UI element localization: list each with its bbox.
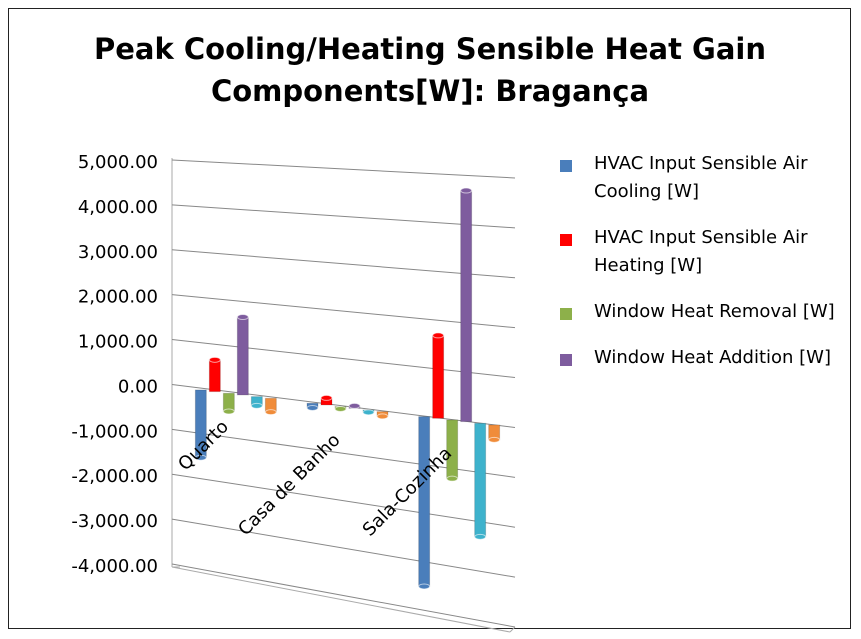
bar (474, 422, 487, 538)
bar-cap (362, 409, 375, 416)
bar-cap (432, 332, 445, 339)
bar-cap (306, 404, 319, 411)
grid-line (171, 518, 516, 578)
y-tick-label: 0.00 (118, 376, 158, 397)
legend-swatch (560, 354, 572, 366)
legend-label: HVAC Input Sensible Air Cooling [W] (594, 153, 808, 202)
bar (208, 359, 221, 393)
bar-cap (334, 405, 347, 412)
bar-cap (250, 402, 263, 409)
y-tick-label: 2,000.00 (78, 287, 158, 308)
bar (236, 316, 249, 396)
bar (432, 334, 445, 419)
chart-frame (8, 8, 851, 629)
legend-item: Window Heat Addition [W] (560, 344, 850, 372)
bar (460, 190, 473, 423)
legend: HVAC Input Sensible Air Cooling [W] HVAC … (560, 150, 850, 390)
y-tick-label: -2,000.00 (71, 466, 158, 487)
floor-edge (509, 626, 516, 633)
legend-label: HVAC Input Sensible Air Heating [W] (594, 227, 808, 276)
grid-line (171, 383, 516, 428)
y-tick-label: 1,000.00 (78, 332, 158, 353)
grid-line (171, 249, 516, 279)
y-tick-label: -4,000.00 (71, 556, 158, 577)
y-tick-label: -3,000.00 (71, 511, 158, 532)
bar-cap (474, 533, 487, 540)
bar-cap (320, 394, 333, 401)
legend-swatch (560, 160, 572, 172)
y-tick-label: 5,000.00 (78, 152, 158, 173)
bar (418, 416, 431, 587)
legend-swatch (560, 308, 572, 320)
legend-label: Window Heat Addition [W] (594, 347, 832, 368)
bar-cap (208, 356, 221, 363)
bar-cap (194, 454, 207, 461)
y-tick-label: -1,000.00 (71, 421, 158, 442)
bar-cap (348, 402, 361, 409)
grid-line (171, 473, 516, 528)
bar-cap (236, 314, 249, 321)
bar-cap (488, 436, 501, 443)
legend-item: HVAC Input Sensible Air Heating [W] (560, 224, 850, 280)
bar-cap (446, 475, 459, 482)
grid-line (171, 294, 516, 329)
bar-cap (418, 583, 431, 590)
y-tick-label: 4,000.00 (78, 197, 158, 218)
bar (446, 419, 459, 480)
bar-cap (222, 408, 235, 415)
grid-line (171, 563, 516, 628)
floor-edge (171, 566, 511, 633)
chart-title: Peak Cooling/Heating Sensible Heat Gain … (94, 32, 766, 108)
grid-line (171, 204, 516, 229)
bar-cap (460, 187, 473, 194)
bar-cap (264, 409, 277, 416)
grid-line (171, 159, 516, 179)
legend-label: Window Heat Removal [W] (594, 301, 835, 322)
legend-swatch (560, 234, 572, 246)
legend-item: HVAC Input Sensible Air Cooling [W] (560, 150, 850, 206)
y-tick-label: 3,000.00 (78, 242, 158, 263)
legend-item: Window Heat Removal [W] (560, 298, 850, 326)
bar-cap (376, 413, 389, 420)
grid-line (171, 428, 516, 478)
grid-line (171, 339, 516, 379)
